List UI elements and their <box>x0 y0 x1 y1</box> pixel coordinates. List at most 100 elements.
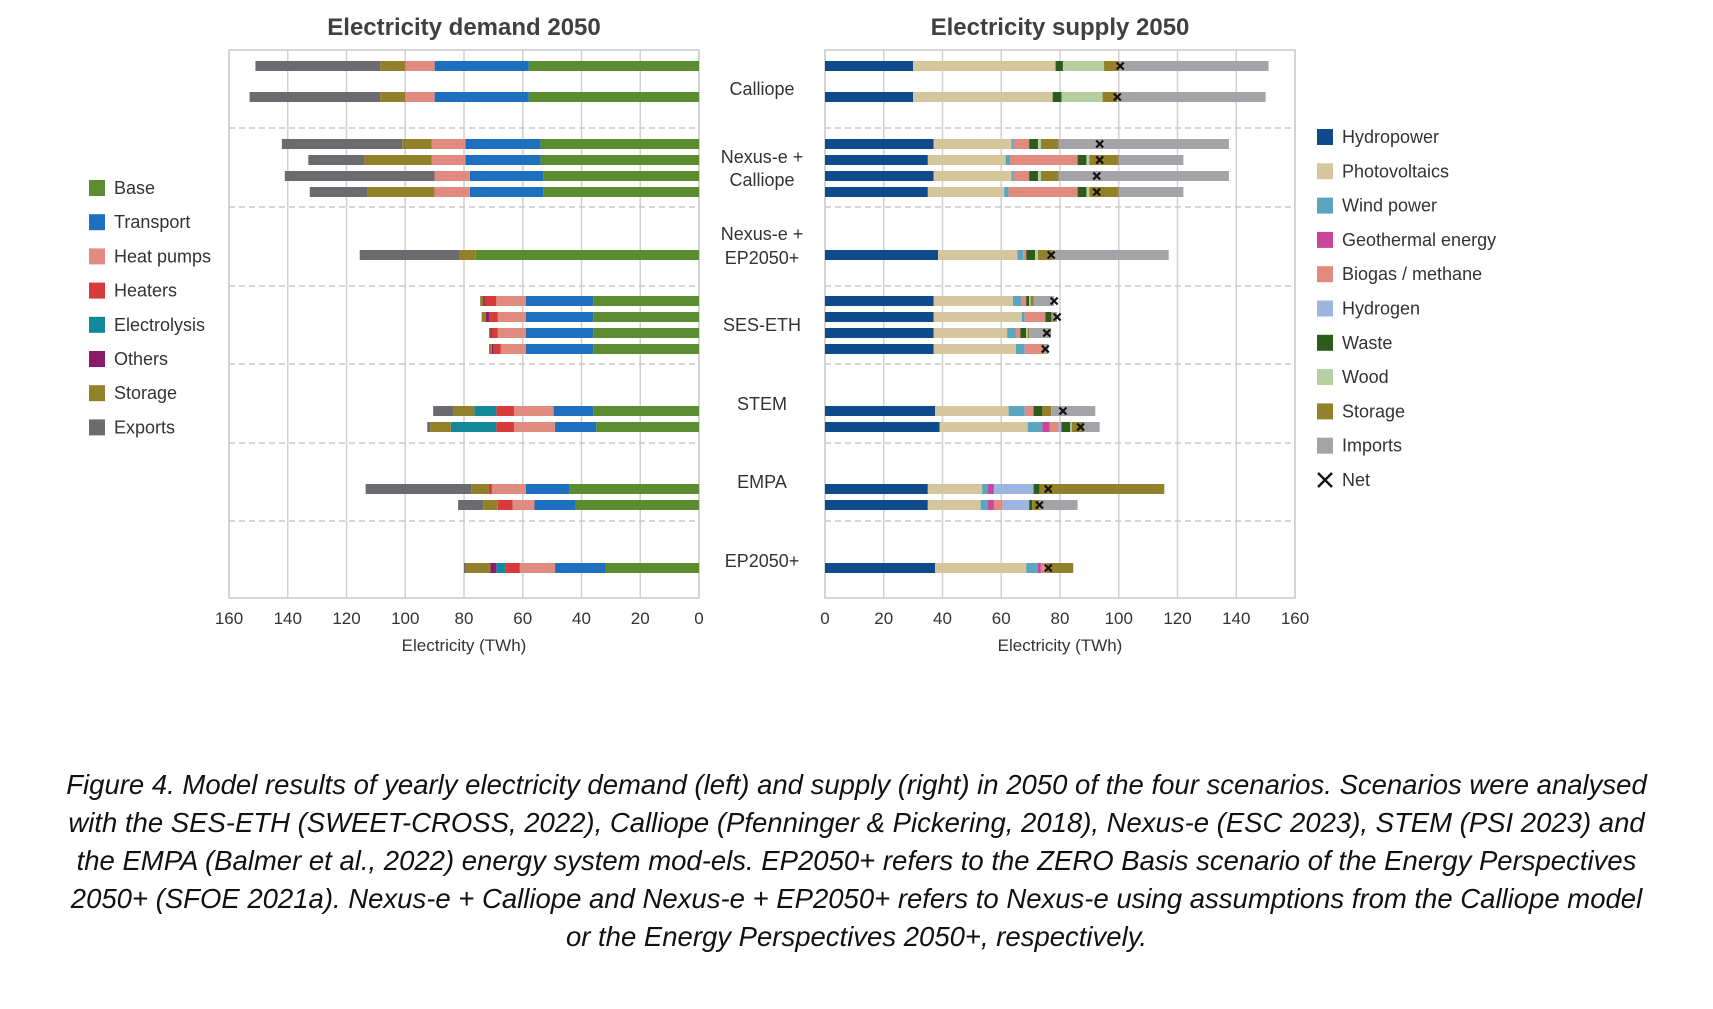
demand-bar-segment-heaters <box>497 500 513 510</box>
supply-bar-segment-wind-power <box>1017 250 1024 260</box>
demand-bar-segment-base <box>593 312 699 322</box>
scenario-label-ses-eth: SES-ETH <box>723 315 801 335</box>
supply-bar-segment-geothermal-energy <box>988 484 994 494</box>
supply-bar-segment-hydropower <box>825 187 928 197</box>
demand-bar-segment-heat-pumps <box>405 61 435 71</box>
supply-bar-segment-waste <box>1055 61 1063 71</box>
supply-bar-segment-biogas-methane <box>1024 344 1043 354</box>
demand-legend-label-electrolysis: Electrolysis <box>114 315 205 335</box>
supply-net-marker <box>1095 139 1104 149</box>
demand-bar-segment-exports <box>309 187 368 197</box>
supply-legend-label-hydrogen: Hydrogen <box>1342 299 1420 319</box>
demand-bar-segment-base <box>543 187 699 197</box>
supply-legend-swatch-storage <box>1317 403 1333 420</box>
supply-bar-segment-wind-power <box>1004 187 1009 197</box>
supply-bar-segment-storage <box>1032 500 1040 510</box>
demand-bar-segment-heat-pumps <box>405 92 435 102</box>
demand-x-tick-label: 20 <box>631 609 650 628</box>
supply-net-marker <box>1043 563 1053 573</box>
supply-bar-segment-wood <box>1026 328 1028 338</box>
demand-bar-segment-storage <box>367 187 435 197</box>
supply-bar-segment-biogas-methane <box>1010 155 1078 165</box>
demand-bar-segment-heat-pumps <box>496 296 526 306</box>
demand-bar-segment-transport <box>469 171 544 181</box>
demand-bar-segment-storage <box>488 344 492 354</box>
demand-bar-segment-heat-pumps <box>497 312 526 322</box>
supply-bar-segment-photovoltaics <box>935 406 1009 416</box>
supply-net-marker <box>1052 312 1062 322</box>
demand-x-tick-label: 100 <box>391 609 419 628</box>
supply-legend-label-hydropower: Hydropower <box>1342 127 1439 147</box>
demand-bar-segment-base <box>593 328 699 338</box>
demand-bar-segment-heaters <box>505 563 520 573</box>
demand-legend-label-base: Base <box>114 178 155 198</box>
demand-bar-segment-storage <box>483 500 498 510</box>
supply-bar-segment-wood <box>1062 61 1105 71</box>
supply-bar-segment-wind-power <box>1011 139 1013 149</box>
supply-bar-segment-storage <box>1089 187 1119 197</box>
supply-bar-segment-wood <box>1061 92 1103 102</box>
supply-legend-swatch-geothermal-energy <box>1317 231 1333 248</box>
demand-bar-segment-heaters <box>496 422 514 432</box>
demand-legend-label-others: Others <box>114 349 168 369</box>
supply-bar-segment-imports <box>1118 61 1269 71</box>
supply-bar-segment-hydropower <box>825 250 939 260</box>
scenario-label-ep2050: EP2050+ <box>725 551 800 571</box>
scenario-label-nexus-e-ep2050: Nexus-e + <box>721 224 804 244</box>
supply-bar-segment-waste <box>1045 312 1052 322</box>
supply-bar-segment-hydropower <box>825 61 914 71</box>
supply-x-tick-label: 100 <box>1105 609 1133 628</box>
demand-legend-label-heat-pumps: Heat pumps <box>114 246 211 266</box>
supply-bar-segment-waste <box>1052 92 1062 102</box>
supply-bar-segment-hydropower <box>825 344 934 354</box>
supply-bar-segment-imports <box>1052 312 1058 322</box>
supply-net-marker <box>1042 328 1052 338</box>
supply-bar-segment-hydropower <box>825 422 940 432</box>
supply-legend-label-waste: Waste <box>1342 333 1392 353</box>
supply-bar-segment-photovoltaics <box>933 344 1016 354</box>
demand-legend-swatch-storage <box>89 385 105 402</box>
demand-bar-segment-storage <box>471 484 489 494</box>
supply-bar-segment-geothermal-energy <box>988 500 994 510</box>
demand-legend-label-storage: Storage <box>114 383 177 403</box>
demand-bar-segment-heat-pumps <box>431 139 466 149</box>
demand-bar-segment-heat-pumps <box>500 344 526 354</box>
demand-bar-segment-heat-pumps <box>513 422 556 432</box>
demand-bar-segment-storage <box>402 139 432 149</box>
supply-bar-segment-photovoltaics <box>933 139 1012 149</box>
scenario-label-calliope: Calliope <box>729 79 794 99</box>
demand-bar-segment-others <box>486 312 489 322</box>
supply-bar-segment-wind-power <box>1013 296 1022 306</box>
demand-chart-title: Electricity demand 2050 <box>327 14 600 41</box>
demand-bar-segment-heaters <box>484 296 497 306</box>
demand-bar-segment-heat-pumps <box>519 563 556 573</box>
demand-bar-segment-base <box>543 171 699 181</box>
demand-bar-segment-storage <box>480 296 484 306</box>
supply-bar-segment-wind-power <box>1026 563 1038 573</box>
demand-bar-segment-base <box>569 484 699 494</box>
demand-bar-segment-heat-pumps <box>431 155 466 165</box>
demand-bar-segment-storage <box>364 155 432 165</box>
supply-net-marker <box>1041 344 1050 354</box>
supply-bar-segment-waste <box>1026 296 1030 306</box>
supply-bar-segment-storage <box>1042 406 1052 416</box>
supply-bar-segment-wind-power <box>1011 171 1013 181</box>
supply-bar-segment-waste <box>1033 406 1043 416</box>
demand-bar-segment-exports <box>249 92 381 102</box>
demand-bar-segment-transport <box>525 296 594 306</box>
demand-x-tick-label: 60 <box>513 609 532 628</box>
supply-bar-segment-hydropower <box>825 563 936 573</box>
demand-x-tick-label: 0 <box>694 609 703 628</box>
demand-bar-segment-transport <box>434 92 529 102</box>
demand-bar-segment-others <box>490 328 492 338</box>
supply-x-tick-label: 0 <box>820 609 829 628</box>
demand-bar-segment-transport <box>555 422 597 432</box>
figure-caption: Figure 4. Model results of yearly electr… <box>66 769 1647 952</box>
demand-bar-segment-exports <box>308 155 365 165</box>
supply-bar-segment-biogas-methane <box>993 500 1003 510</box>
supply-bar-segment-wood <box>1086 155 1090 165</box>
supply-legend-label-wood: Wood <box>1342 367 1389 387</box>
demand-legend: Base Transport Heat pumps Heaters Electrolys… <box>89 178 211 437</box>
supply-bar-segment-photovoltaics <box>939 422 1028 432</box>
